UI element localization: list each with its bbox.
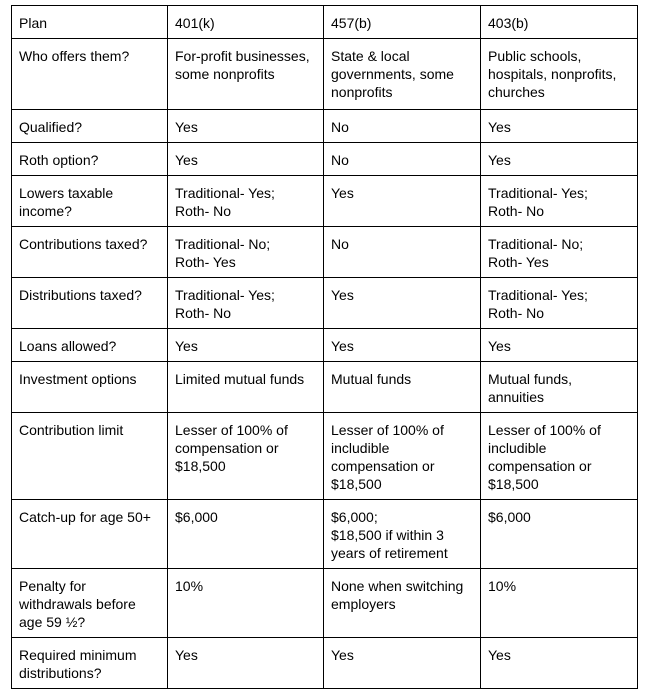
table-cell: Yes (167, 142, 324, 176)
table-cell: 401(k) (167, 5, 324, 39)
table-cell: Traditional- No; Roth- Yes (480, 226, 638, 278)
table-cell: Yes (480, 109, 638, 143)
table-cell: Yes (323, 328, 481, 362)
table-row: Loans allowed? Yes Yes Yes (11, 328, 638, 362)
table-cell: $6,000 (480, 499, 638, 569)
table-cell: Catch-up for age 50+ (11, 499, 168, 569)
table-cell: State & local governments, some nonprofi… (323, 38, 481, 110)
table-cell: For-profit businesses, some nonprofits (167, 38, 324, 110)
table-row: Penalty for withdrawals before age 59 ½?… (11, 568, 638, 638)
table-cell: No (323, 226, 481, 278)
comparison-table: Plan 401(k) 457(b) 403(b) Who offers the… (11, 5, 638, 689)
table-cell: 403(b) (480, 5, 638, 39)
table-cell: Yes (167, 637, 324, 689)
table-cell: Lesser of 100% of includible compensatio… (480, 412, 638, 500)
table-cell: Yes (167, 109, 324, 143)
table-cell: Yes (480, 637, 638, 689)
table-cell: Traditional- No; Roth- Yes (167, 226, 324, 278)
table-cell: Mutual funds, annuities (480, 361, 638, 413)
table-row: Distributions taxed? Traditional- Yes; R… (11, 277, 638, 329)
table-cell: Mutual funds (323, 361, 481, 413)
table-row: Contributions taxed? Traditional- No; Ro… (11, 226, 638, 278)
table-cell: Limited mutual funds (167, 361, 324, 413)
table-row: Contribution limit Lesser of 100% of com… (11, 412, 638, 500)
table-cell: Yes (480, 142, 638, 176)
table-cell: Investment options (11, 361, 168, 413)
table-cell: Yes (167, 328, 324, 362)
table-cell: Loans allowed? (11, 328, 168, 362)
table-cell: No (323, 142, 481, 176)
table-cell: Yes (480, 328, 638, 362)
table-cell: Roth option? (11, 142, 168, 176)
table-cell: Required minimum distributions? (11, 637, 168, 689)
table-cell: $6,000 (167, 499, 324, 569)
table-cell: 10% (480, 568, 638, 638)
table-cell: Traditional- Yes; Roth- No (167, 175, 324, 227)
table-cell: Traditional- Yes; Roth- No (480, 277, 638, 329)
table-cell: Lowers taxable income? (11, 175, 168, 227)
table-row: Roth option? Yes No Yes (11, 142, 638, 176)
table-cell: Yes (323, 175, 481, 227)
table-cell: 457(b) (323, 5, 481, 39)
table-row: Catch-up for age 50+ $6,000 $6,000; $18,… (11, 499, 638, 569)
table-cell: No (323, 109, 481, 143)
table-cell: Who offers them? (11, 38, 168, 110)
table-cell: Qualified? (11, 109, 168, 143)
table-row: Lowers taxable income? Traditional- Yes;… (11, 175, 638, 227)
table-cell: $6,000; $18,500 if within 3 years of ret… (323, 499, 481, 569)
table-row: Qualified? Yes No Yes (11, 109, 638, 143)
table-row: Who offers them? For-profit businesses, … (11, 38, 638, 110)
table-cell: Yes (323, 637, 481, 689)
table-row: Required minimum distributions? Yes Yes … (11, 637, 638, 689)
table-cell: Contribution limit (11, 412, 168, 500)
table-row-header: Plan 401(k) 457(b) 403(b) (11, 5, 638, 39)
table-cell: Yes (323, 277, 481, 329)
table-cell: Lesser of 100% of compensation or $18,50… (167, 412, 324, 500)
table-cell: Contributions taxed? (11, 226, 168, 278)
table-row: Investment options Limited mutual funds … (11, 361, 638, 413)
table-cell: Penalty for withdrawals before age 59 ½? (11, 568, 168, 638)
table-cell: Plan (11, 5, 168, 39)
table-cell: Public schools, hospitals, nonprofits, c… (480, 38, 638, 110)
table-cell: None when switching employers (323, 568, 481, 638)
table-cell: Distributions taxed? (11, 277, 168, 329)
table-cell: Traditional- Yes; Roth- No (167, 277, 324, 329)
table-cell: Traditional- Yes; Roth- No (480, 175, 638, 227)
table-cell: 10% (167, 568, 324, 638)
table-cell: Lesser of 100% of includible compensatio… (323, 412, 481, 500)
